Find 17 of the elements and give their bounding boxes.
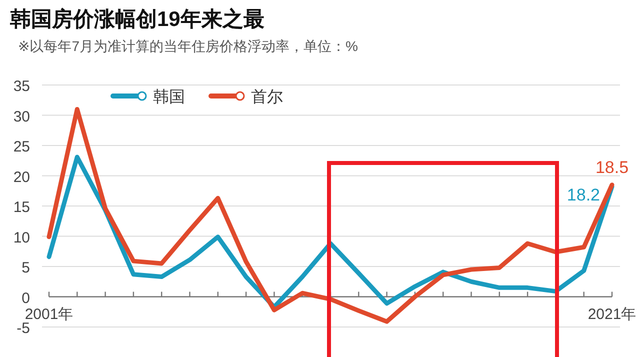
annotation: 18.5 <box>595 158 629 177</box>
y-tick-label: 10 <box>13 229 30 246</box>
legend-label: 韩国 <box>153 88 185 106</box>
y-tick-label: 0 <box>22 290 30 307</box>
y-tick-label: 15 <box>13 199 30 216</box>
y-tick-label: -5 <box>16 320 30 337</box>
chart-title: 韩国房价涨幅创19年来之最 <box>9 7 264 31</box>
annotation: 18.2 <box>566 186 600 205</box>
y-tick-label: 20 <box>13 168 30 186</box>
x-tick-label: 2001年 <box>24 306 74 323</box>
y-tick-label: 5 <box>22 260 30 276</box>
x-tick-label: 2021年 <box>588 306 636 323</box>
y-tick-label: 35 <box>13 78 30 95</box>
y-tick-label: 30 <box>13 108 30 126</box>
y-tick-label: 25 <box>13 138 30 156</box>
chart-subtitle: ※以每年7月为准计算的当年住房价格浮动率，单位：% <box>18 38 358 54</box>
legend-label: 首尔 <box>251 88 283 106</box>
